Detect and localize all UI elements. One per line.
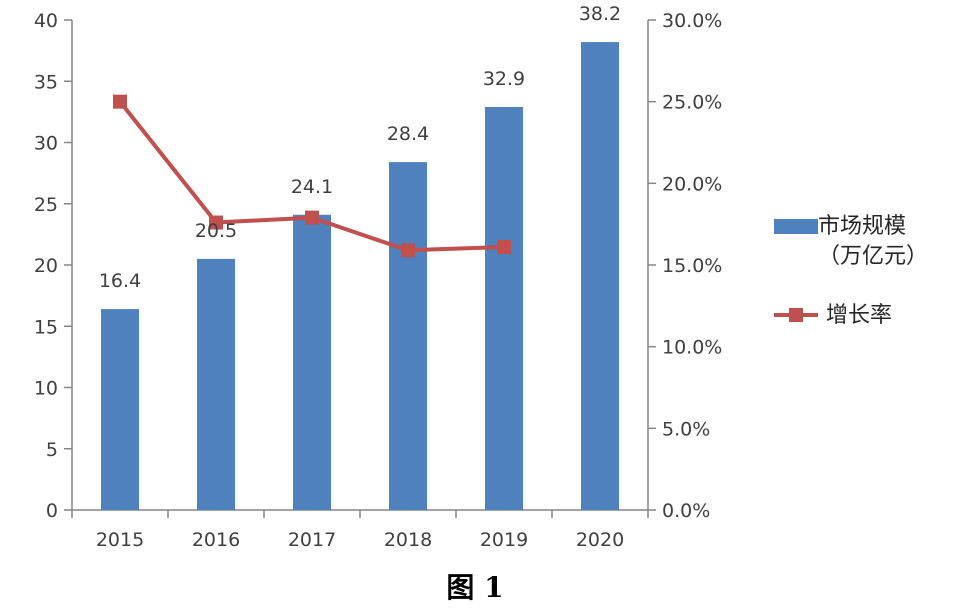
growth-rate-marker (305, 210, 319, 225)
growth-rate-marker (113, 94, 127, 109)
y-left-tick-label: 0 (46, 500, 58, 522)
bar (389, 162, 427, 510)
chart-axes: 0 5 10 15 20 25 30 35 40 0.0% 5.0% 10.0% 15.0% 20.0% 2… (34, 10, 723, 551)
bar (101, 309, 139, 510)
figure-caption: 图 1 (446, 571, 503, 604)
y-right-tick-label: 5.0% (662, 418, 710, 440)
y-left-tick-label: 35 (34, 71, 58, 93)
bar-data-label: 32.9 (483, 68, 525, 90)
bar-data-label: 16.4 (99, 270, 141, 292)
legend: 市场规模 （万亿元） 增长率 (774, 214, 928, 328)
bar-data-label: 28.4 (387, 123, 429, 145)
y-left-tick-label: 40 (34, 10, 58, 32)
y-left-tick-label: 30 (34, 133, 58, 155)
bar-data-label: 20.5 (195, 220, 237, 242)
y-left-tick-label: 25 (34, 194, 58, 216)
legend-swatch-marker (789, 308, 803, 322)
x-tick-label: 2019 (480, 529, 528, 551)
bar-data-label: 24.1 (291, 176, 333, 198)
y-left-tick-label: 20 (34, 255, 58, 277)
y-right-tick-label: 30.0% (662, 10, 722, 32)
y-right-tick-label: 20.0% (662, 173, 722, 195)
bar (293, 214, 331, 510)
growth-rate-marker (497, 240, 511, 255)
growth-rate-marker (209, 215, 223, 230)
legend-swatch-bar (774, 219, 818, 234)
bar (581, 42, 619, 511)
y-right-tick-label: 25.0% (662, 92, 722, 114)
bar (485, 106, 523, 510)
legend-label-line: 增长率 (826, 303, 892, 328)
x-tick-label: 2018 (384, 529, 432, 551)
y-left-tick-label: 5 (46, 439, 58, 461)
growth-rate-marker (401, 243, 415, 258)
line-series (113, 94, 511, 258)
bar (197, 258, 235, 510)
data-labels: 16.4 20.5 24.1 28.4 32.9 38.2 (99, 3, 621, 292)
x-tick-label: 2015 (96, 529, 144, 551)
y-right-tick-label: 10.0% (662, 337, 722, 359)
legend-label-bar-line1: 市场规模 (818, 214, 906, 239)
x-tick-label: 2016 (192, 529, 240, 551)
bar-data-label: 38.2 (579, 3, 621, 25)
x-tick-label: 2017 (288, 529, 336, 551)
y-right-tick-label: 0.0% (662, 500, 710, 522)
x-tick-label: 2020 (576, 529, 624, 551)
y-left-tick-label: 10 (34, 378, 58, 400)
bar-series (101, 42, 619, 511)
y-left-tick-label: 15 (34, 316, 58, 338)
y-right-tick-label: 15.0% (662, 255, 722, 277)
legend-label-bar-line2: （万亿元） (818, 244, 928, 269)
